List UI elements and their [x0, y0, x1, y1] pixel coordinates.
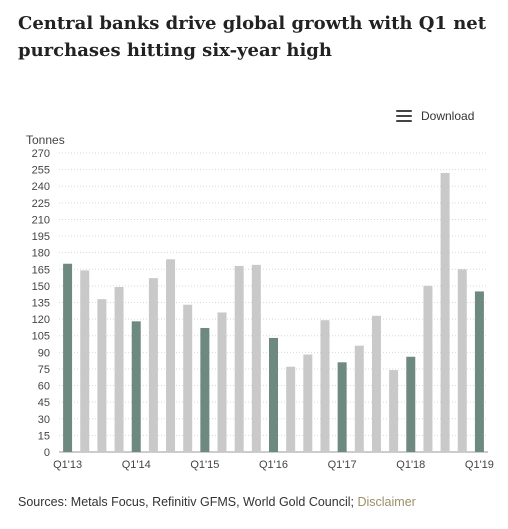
- bar-Q1'13[interactable]: [63, 263, 73, 452]
- bar-Q2'13[interactable]: [80, 270, 90, 452]
- y-tick-label: 15: [38, 430, 50, 442]
- x-tick-label: Q1'17: [328, 459, 357, 471]
- bar-Q4'14[interactable]: [183, 304, 193, 452]
- download-button[interactable]: Download: [396, 107, 474, 125]
- download-label: Download: [421, 109, 475, 123]
- bar-Q2'15[interactable]: [217, 312, 227, 452]
- bar-Q3'17[interactable]: [371, 315, 381, 452]
- bar-Q3'13[interactable]: [97, 299, 107, 452]
- y-tick-label: 30: [38, 414, 50, 426]
- y-tick-label: 135: [32, 298, 50, 310]
- y-tick-label: 45: [38, 397, 50, 409]
- x-tick-labels: Q1'13 Q1'14 Q1'15 Q1'16 Q1'17 Q1'18 Q1'19: [53, 459, 494, 471]
- bar-Q2'16[interactable]: [286, 366, 296, 452]
- y-tick-label: 90: [38, 347, 50, 359]
- bar-Q2'18[interactable]: [423, 285, 433, 452]
- bar-Q3'15[interactable]: [234, 265, 244, 452]
- bar-Q4'17[interactable]: [389, 370, 399, 452]
- bar-Q2'17[interactable]: [354, 345, 364, 452]
- y-tick-label: 180: [32, 248, 50, 260]
- bar-Q2'14[interactable]: [148, 278, 158, 452]
- bar-Q4'15[interactable]: [251, 264, 261, 452]
- gridlines: [59, 152, 488, 453]
- x-tick-label: Q1'19: [465, 459, 494, 471]
- y-tick-label: 150: [32, 281, 50, 293]
- page-title: Central banks drive global growth with Q…: [18, 13, 487, 61]
- bars: [63, 172, 484, 452]
- bar-Q1'19[interactable]: [474, 291, 484, 452]
- y-tick-label: 60: [38, 381, 50, 393]
- x-tick-label: Q1'14: [122, 459, 151, 471]
- y-tick-label: 225: [32, 198, 50, 210]
- x-tick-label: Q1'16: [259, 459, 288, 471]
- bar-Q1'17[interactable]: [337, 362, 347, 452]
- x-tick-label: Q1'15: [190, 459, 219, 471]
- disclaimer-link[interactable]: Disclaimer: [357, 495, 416, 509]
- bar-Q1'14[interactable]: [131, 321, 141, 452]
- x-tick-label: Q1'18: [396, 459, 425, 471]
- hamburger-menu-icon: [396, 110, 412, 122]
- y-tick-label: 210: [32, 214, 50, 226]
- bar-Q4'16[interactable]: [320, 320, 330, 452]
- bar-Q3'18[interactable]: [440, 172, 450, 452]
- y-tick-label: 75: [38, 364, 50, 376]
- sources-text: Sources: Metals Focus, Refinitiv GFMS, W…: [18, 495, 358, 509]
- y-tick-label: 270: [32, 148, 50, 160]
- y-tick-label: 105: [32, 331, 50, 343]
- y-tick-label: 120: [32, 314, 50, 326]
- bar-Q1'15[interactable]: [200, 327, 210, 452]
- y-tick-labels: 0 15 30 45 60 75 90 105 120 135 150 165 180 195 210 225…: [32, 148, 50, 459]
- y-tick-label: 240: [32, 181, 50, 193]
- bar-Q1'18[interactable]: [406, 356, 416, 452]
- bar-Q4'18[interactable]: [457, 269, 467, 452]
- bar-Q4'13[interactable]: [114, 286, 124, 452]
- y-axis-label: Tonnes: [26, 133, 65, 147]
- y-tick-label: 255: [32, 165, 50, 177]
- bar-Q3'14[interactable]: [166, 259, 176, 452]
- sources-note: Sources: Metals Focus, Refinitiv GFMS, W…: [18, 495, 416, 509]
- y-tick-label: 195: [32, 231, 50, 243]
- x-tick-label: Q1'13: [53, 459, 82, 471]
- bar-Q3'16[interactable]: [303, 354, 313, 452]
- y-tick-label: 165: [32, 264, 50, 276]
- bar-chart: Tonnes 0 15 30 45 60 75 90 105 120 135 150 165 180 19…: [26, 133, 494, 471]
- bar-Q1'16[interactable]: [269, 337, 278, 452]
- y-tick-label: 0: [44, 447, 50, 459]
